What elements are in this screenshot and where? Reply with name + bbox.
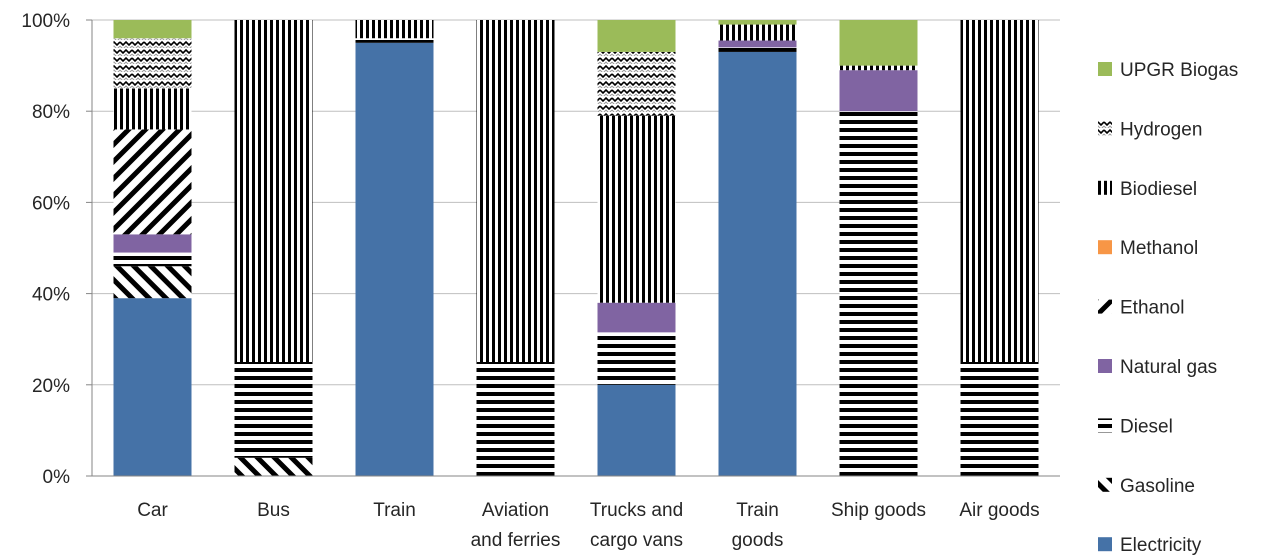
legend-label: Methanol	[1120, 238, 1198, 259]
bar-segment-biodiesel	[113, 88, 192, 130]
bar-segment-natural-gas	[113, 234, 192, 253]
bar-segment-electricity	[355, 42, 434, 477]
legend-label: Gasoline	[1120, 476, 1195, 497]
bar-segment-diesel	[355, 38, 434, 43]
bar-segment-diesel	[718, 47, 797, 52]
axes-group	[86, 19, 1060, 477]
bar-segment-upgr-biogas	[839, 20, 918, 66]
bar-segment-hydrogen	[113, 38, 192, 89]
y-tick-label: 20%	[32, 376, 70, 397]
bar-segment-biodiesel	[960, 20, 1039, 362]
legend-swatch-electricity	[1098, 537, 1112, 552]
bar-segment-diesel	[113, 252, 192, 267]
legend-label: Diesel	[1120, 416, 1173, 437]
legend-label: Ethanol	[1120, 298, 1184, 319]
y-tick-label: 80%	[32, 102, 70, 123]
legend-swatch-gasoline	[1098, 477, 1112, 492]
y-tick-label: 0%	[43, 467, 71, 488]
y-tick-label: 60%	[32, 193, 70, 214]
bar-segment-hydrogen	[597, 51, 676, 116]
x-tick-label: Ship goods	[831, 500, 926, 521]
bar-segment-diesel	[839, 111, 918, 476]
bar-segment-biodiesel	[234, 20, 313, 362]
legend-swatch-upgr-biogas	[1098, 62, 1112, 76]
bar-segment-electricity	[597, 384, 676, 476]
bar-segment-natural-gas	[597, 302, 676, 333]
bar-segment-biodiesel	[476, 20, 555, 362]
bars-group	[113, 20, 1039, 477]
legend-label: Electricity	[1120, 535, 1202, 556]
bar-segment-biodiesel	[839, 65, 918, 71]
x-tick-label: Aviation and ferries	[471, 500, 561, 551]
y-tick-label: 40%	[32, 285, 70, 306]
bar-segment-biodiesel	[355, 20, 434, 39]
bar-segment-biodiesel	[718, 24, 797, 41]
bar-segment-natural-gas	[718, 40, 797, 48]
legend-swatch-ethanol	[1098, 299, 1112, 314]
x-axis-tick-labels: Car Bus Train Aviation and ferries Trucks and…	[137, 500, 1039, 551]
bar-segment-upgr-biogas	[718, 20, 797, 25]
legend-swatch-hydrogen	[1098, 121, 1112, 136]
legend-swatch-biodiesel	[1098, 180, 1112, 195]
legend-swatch-methanol	[1098, 240, 1112, 255]
legend-label: Hydrogen	[1120, 119, 1202, 140]
x-tick-label: Bus	[257, 500, 290, 521]
x-tick-label: Train goods	[732, 500, 784, 551]
legend: UPGR Biogas Hydrogen Biodiesel Methanol Etha…	[1098, 60, 1238, 556]
legend-label: UPGR Biogas	[1120, 60, 1238, 81]
bar-segment-gasoline	[234, 457, 313, 476]
y-tick-label: 100%	[21, 11, 70, 32]
bar-segment-electricity	[113, 298, 192, 476]
y-axis-tick-labels: 0% 20% 40% 60% 80% 100%	[21, 11, 70, 488]
legend-label: Natural gas	[1120, 357, 1217, 378]
bar-segment-diesel	[476, 362, 555, 476]
bar-segment-diesel	[597, 332, 676, 385]
bar-segment-gasoline	[113, 266, 192, 299]
x-tick-label: Car	[137, 500, 168, 521]
bar-segment-electricity	[718, 51, 797, 477]
x-tick-label: Train	[373, 500, 416, 521]
x-tick-label: Trucks and cargo vans	[590, 500, 683, 551]
legend-swatch-diesel	[1098, 418, 1112, 433]
bar-segment-upgr-biogas	[597, 20, 676, 52]
bar-segment-ethanol	[113, 129, 192, 235]
legend-swatch-natural-gas	[1098, 359, 1112, 373]
bar-segment-diesel	[234, 362, 313, 458]
bar-segment-upgr-biogas	[113, 20, 192, 39]
x-tick-label: Air goods	[959, 500, 1039, 521]
bar-segment-natural-gas	[839, 70, 918, 112]
legend-label: Biodiesel	[1120, 179, 1197, 200]
bar-segment-diesel	[960, 362, 1039, 476]
bar-segment-biodiesel	[597, 115, 676, 303]
